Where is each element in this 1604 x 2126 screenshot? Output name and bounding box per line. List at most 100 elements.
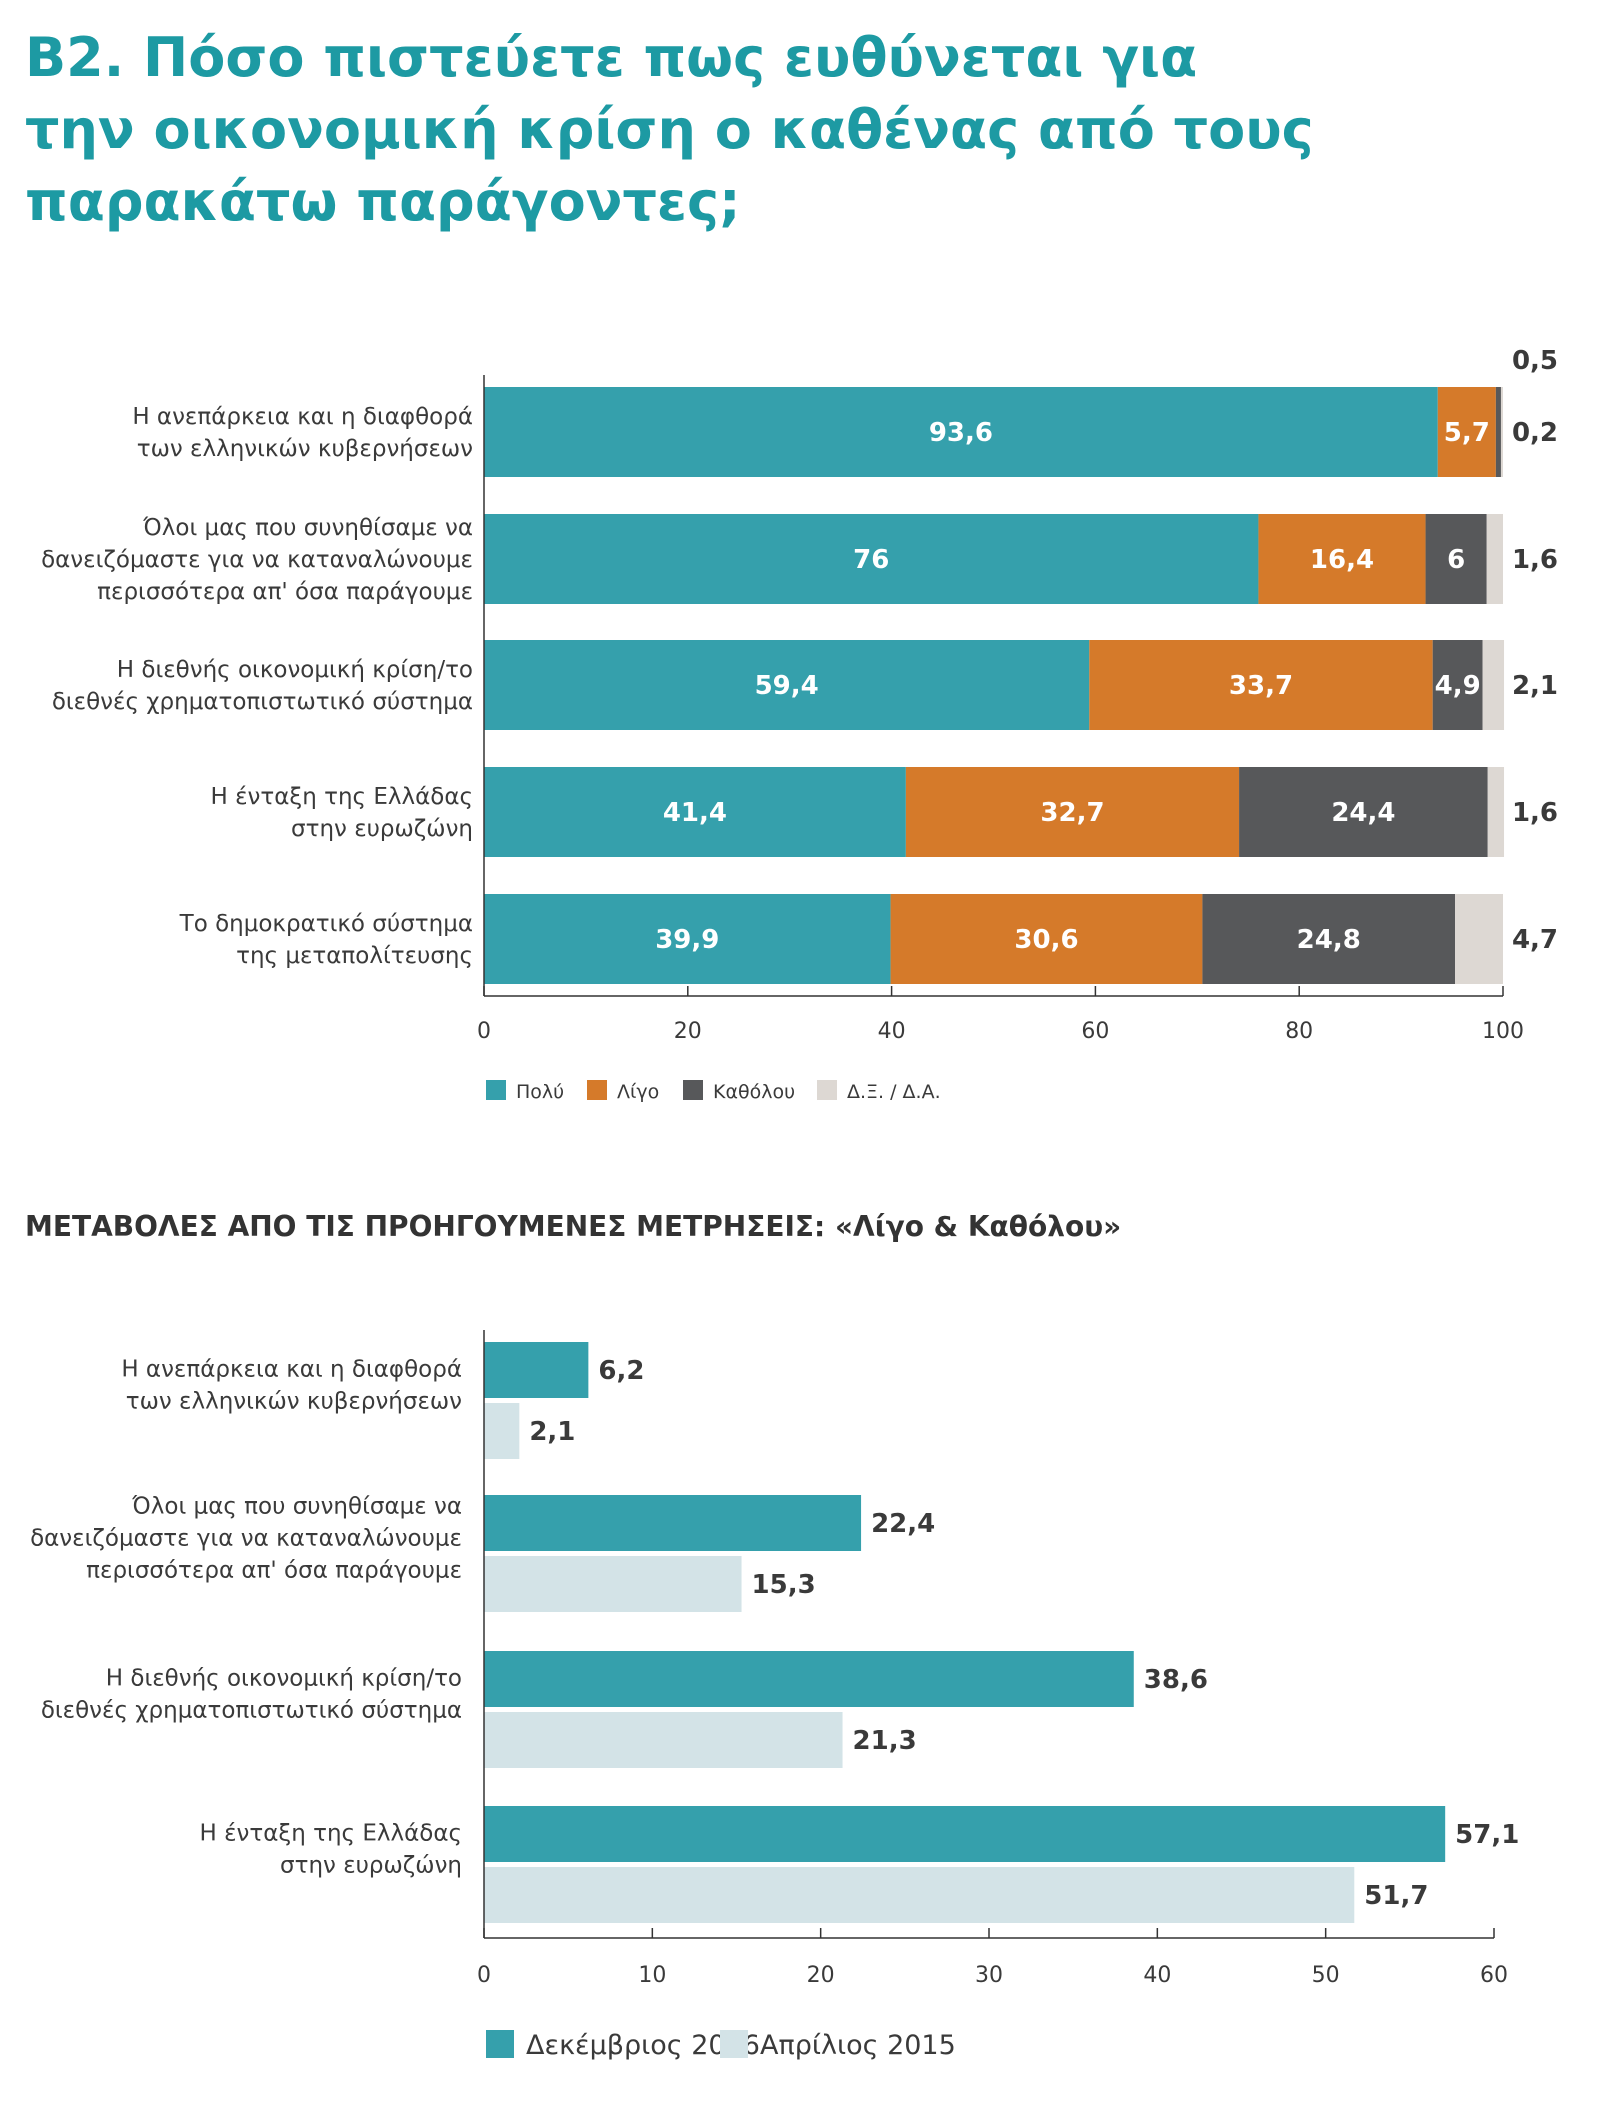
data-label: 22,4 — [871, 1509, 935, 1539]
bar-segment — [484, 640, 1090, 730]
x-tick-label: 0 — [477, 1963, 491, 1988]
bar-segment — [1425, 514, 1487, 604]
data-label: 24,4 — [1331, 798, 1395, 828]
legend-swatch — [720, 2030, 748, 2058]
x-tick-label: 50 — [1312, 1963, 1340, 1988]
data-label: 6 — [1447, 545, 1465, 575]
bar-segment — [905, 767, 1240, 857]
category-label: περισσότερα απ' όσα παράγουμε — [97, 579, 473, 605]
page-title: B2. Πόσο πιστεύετε πως ευθύνεται για την… — [25, 22, 1475, 238]
category-label: των ελληνικών κυβερνήσεων — [137, 436, 473, 462]
x-tick-label: 60 — [1480, 1963, 1508, 1988]
data-label: 57,1 — [1455, 1820, 1519, 1850]
category-label: Η ένταξη της Ελλάδας — [211, 784, 474, 810]
category-label: των ελληνικών κυβερνήσεων — [126, 1389, 462, 1415]
bar — [484, 1556, 742, 1612]
bar-segment — [1432, 640, 1483, 730]
data-label: 33,7 — [1229, 671, 1293, 701]
x-tick-label: 80 — [1285, 1019, 1313, 1044]
category-label: Η ανεπάρκεια και η διαφθορά — [121, 1357, 462, 1383]
stacked-bar-chart: Η ανεπάρκεια και η διαφθορά των ελληνικών… — [41, 346, 1558, 1103]
category-label: της μεταπολίτευσης — [236, 943, 473, 969]
data-label: 15,3 — [752, 1570, 816, 1600]
bar — [484, 1651, 1134, 1707]
data-label: 41,4 — [663, 798, 727, 828]
bar-segment — [1437, 387, 1496, 477]
legend-label: Πολύ — [516, 1081, 564, 1103]
bar — [484, 1712, 843, 1768]
bar-segment — [1089, 640, 1433, 730]
bar — [484, 1495, 862, 1551]
category-label: Όλοι μας που συνηθίσαμε να — [131, 1494, 462, 1520]
x-tick-label: 60 — [1081, 1019, 1109, 1044]
data-label: 4,7 — [1512, 925, 1558, 955]
category-label: περισσότερα απ' όσα παράγουμε — [86, 1558, 462, 1584]
section-subtitle: ΜΕΤΑΒΟΛΕΣ ΑΠΟ ΤΙΣ ΠΡΟΗΓΟΥΜΕΝΕΣ ΜΕΤΡΗΣΕΙΣ… — [25, 1210, 1122, 1243]
category-label: διεθνές χρηματοπιστωτικό σύστημα — [41, 1698, 462, 1724]
category-label: δανειζόμαστε για να καταναλώνουμε — [30, 1526, 462, 1552]
bar-segment — [1258, 514, 1426, 604]
legend-swatch — [486, 1080, 506, 1100]
category-label: Η διεθνής οικονομική κρίση/το — [117, 657, 473, 683]
x-tick-label: 20 — [674, 1019, 702, 1044]
data-label: 6,2 — [598, 1356, 644, 1386]
legend-swatch — [486, 2030, 514, 2058]
legend-swatch — [817, 1080, 837, 1100]
data-label: 0,5 — [1512, 346, 1558, 376]
bar-segment — [1202, 894, 1456, 984]
title-line: την οικονομική κρίση ο καθένας από τους — [25, 98, 1314, 161]
data-label: 51,7 — [1364, 1881, 1428, 1911]
x-tick-label: 100 — [1482, 1019, 1524, 1044]
legend-swatch — [587, 1080, 607, 1100]
data-label: 2,1 — [529, 1417, 575, 1447]
data-label: 2,1 — [1512, 671, 1558, 701]
bar-segment — [1455, 894, 1503, 984]
bar-segment — [484, 767, 906, 857]
data-label: 1,6 — [1512, 798, 1558, 828]
data-label: 1,6 — [1512, 545, 1558, 575]
data-label: 93,6 — [929, 418, 993, 448]
data-label: 30,6 — [1014, 925, 1078, 955]
legend-label: Δ.Ξ. / Δ.Α. — [847, 1081, 941, 1103]
x-tick-label: 30 — [975, 1963, 1003, 1988]
data-label: 4,9 — [1435, 671, 1481, 701]
data-label: 24,8 — [1297, 925, 1361, 955]
bar-segment — [1486, 514, 1503, 604]
data-label: 59,4 — [755, 671, 819, 701]
data-label: 76 — [853, 545, 889, 575]
bar-segment — [1495, 387, 1501, 477]
category-label: Η ένταξη της Ελλάδας — [200, 1821, 463, 1847]
bar-segment — [890, 894, 1203, 984]
x-tick-label: 20 — [807, 1963, 835, 1988]
legend-label: Λίγο — [617, 1081, 659, 1103]
title-line: B2. Πόσο πιστεύετε πως ευθύνεται για — [25, 26, 1198, 89]
data-label: 38,6 — [1144, 1665, 1208, 1695]
category-label: Όλοι μας που συνηθίσαμε να — [142, 515, 473, 541]
bar-segment — [484, 514, 1259, 604]
bar-segment — [1500, 387, 1503, 477]
bar — [484, 1806, 1446, 1862]
x-tick-label: 40 — [1143, 1963, 1171, 1988]
bar — [484, 1403, 520, 1459]
title-line: παρακάτω παράγοντες; — [25, 170, 741, 233]
data-label: 39,9 — [655, 925, 719, 955]
legend-swatch — [683, 1080, 703, 1100]
category-label: Το δημοκρατικό σύστημα — [179, 911, 473, 937]
data-label: 5,7 — [1444, 418, 1490, 448]
legend-label: Καθόλου — [713, 1081, 795, 1103]
data-label: 21,3 — [853, 1726, 917, 1756]
bar-segment — [1482, 640, 1505, 730]
bar-segment — [1487, 767, 1505, 857]
category-label: Η ανεπάρκεια και η διαφθορά — [132, 404, 473, 430]
category-label: στην ευρωζώνη — [280, 1853, 462, 1879]
category-label: στην ευρωζώνη — [291, 816, 473, 842]
category-label: Η διεθνής οικονομική κρίση/το — [106, 1666, 462, 1692]
bar-segment — [484, 894, 891, 984]
data-label: 0,2 — [1512, 418, 1558, 448]
bar-segment — [484, 387, 1438, 477]
data-label: 16,4 — [1310, 545, 1374, 575]
x-tick-label: 40 — [878, 1019, 906, 1044]
bar — [484, 1867, 1355, 1923]
x-tick-label: 10 — [638, 1963, 666, 1988]
